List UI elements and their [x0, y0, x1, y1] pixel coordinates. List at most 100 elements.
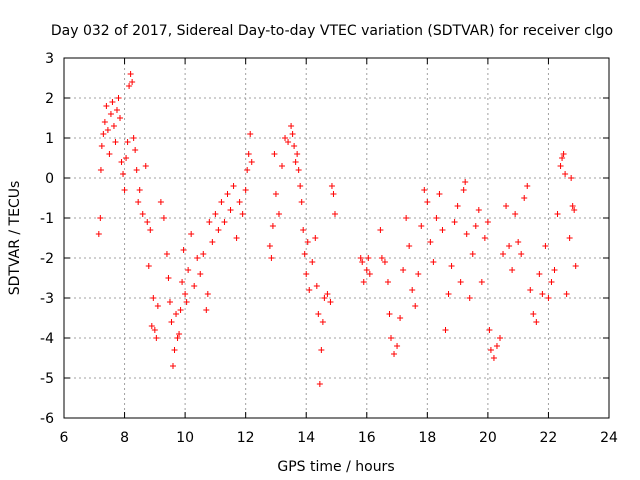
data-point: [481, 235, 488, 241]
data-point: [424, 199, 431, 205]
data-point: [316, 381, 323, 387]
data-point: [478, 279, 485, 285]
data-point: [113, 107, 120, 113]
data-point: [436, 191, 443, 197]
data-point: [377, 227, 384, 233]
data-point: [200, 251, 207, 257]
data-point: [331, 211, 338, 217]
data-point: [330, 191, 337, 197]
data-point: [406, 243, 413, 249]
data-point: [460, 187, 467, 193]
data-point: [188, 231, 195, 237]
data-point: [168, 319, 175, 325]
x-tick-label: 8: [120, 430, 129, 446]
data-point: [106, 151, 113, 157]
data-point: [154, 303, 161, 309]
data-point: [521, 195, 528, 201]
data-point: [244, 167, 251, 173]
data-point: [539, 291, 546, 297]
data-point: [268, 255, 275, 261]
data-point: [397, 315, 404, 321]
data-point: [300, 227, 307, 233]
data-point: [295, 167, 302, 173]
data-point: [118, 159, 125, 165]
y-tick-label: 0: [45, 171, 54, 187]
data-point: [497, 335, 503, 341]
data-point: [174, 335, 181, 341]
data-point: [197, 271, 204, 277]
data-point: [130, 135, 137, 141]
data-point: [442, 327, 449, 333]
data-point: [554, 211, 561, 217]
data-point: [139, 211, 146, 217]
data-point: [123, 155, 130, 161]
data-point: [127, 71, 134, 77]
grid-lines: [64, 58, 609, 418]
data-point: [242, 187, 249, 193]
data-point: [509, 267, 516, 273]
data-point: [559, 155, 566, 161]
data-point: [324, 291, 331, 297]
data-point: [545, 295, 552, 301]
data-point: [403, 215, 410, 221]
data-point: [569, 203, 576, 209]
data-point: [327, 299, 334, 305]
data-point: [282, 135, 289, 141]
data-point: [177, 307, 184, 313]
data-point: [430, 259, 437, 265]
x-axis-label: GPS time / hours: [277, 459, 394, 475]
data-point: [328, 183, 335, 189]
data-point: [279, 163, 285, 169]
data-point: [394, 343, 401, 349]
data-point: [153, 335, 160, 341]
data-point: [457, 279, 464, 285]
data-point: [301, 251, 308, 257]
data-point: [247, 131, 254, 137]
data-point: [527, 287, 534, 293]
data-point: [176, 331, 183, 337]
data-point: [292, 159, 299, 165]
data-point: [136, 187, 143, 193]
y-tick-labels: -6 -5 -4 -3 -2 -1 0 1 2 3: [40, 51, 54, 427]
y-tick-label: -1: [40, 211, 54, 227]
x-tick-label: 10: [176, 430, 194, 446]
data-point: [412, 303, 419, 309]
axis-ticks: [63, 57, 610, 419]
data-point: [147, 227, 154, 233]
data-point: [160, 215, 167, 221]
data-point: [384, 279, 391, 285]
data-point: [180, 247, 187, 253]
data-point: [493, 343, 500, 349]
data-point: [524, 183, 531, 189]
data-point: [271, 151, 278, 157]
data-point: [472, 223, 479, 229]
data-point: [95, 231, 102, 237]
data-point: [117, 115, 124, 121]
data-point: [170, 363, 176, 369]
data-point: [230, 183, 237, 189]
data-point: [115, 95, 122, 101]
y-tick-label: 2: [45, 91, 54, 107]
data-point: [148, 323, 155, 329]
data-point: [294, 151, 301, 157]
data-point: [157, 199, 164, 205]
data-point: [454, 203, 461, 209]
data-point: [572, 263, 579, 269]
data-point: [409, 287, 416, 293]
data-point: [388, 335, 394, 341]
data-point: [306, 287, 313, 293]
x-tick-label: 6: [60, 430, 69, 446]
data-point: [275, 211, 282, 217]
data-point: [400, 267, 407, 273]
data-points: [95, 71, 579, 387]
data-point: [239, 211, 246, 217]
data-point: [365, 255, 372, 261]
y-tick-label: -6: [40, 411, 54, 427]
x-tick-label: 20: [479, 430, 497, 446]
y-tick-label: -2: [40, 251, 54, 267]
data-point: [563, 291, 570, 297]
data-point: [536, 271, 543, 277]
data-point: [490, 355, 497, 361]
data-point: [185, 267, 192, 273]
